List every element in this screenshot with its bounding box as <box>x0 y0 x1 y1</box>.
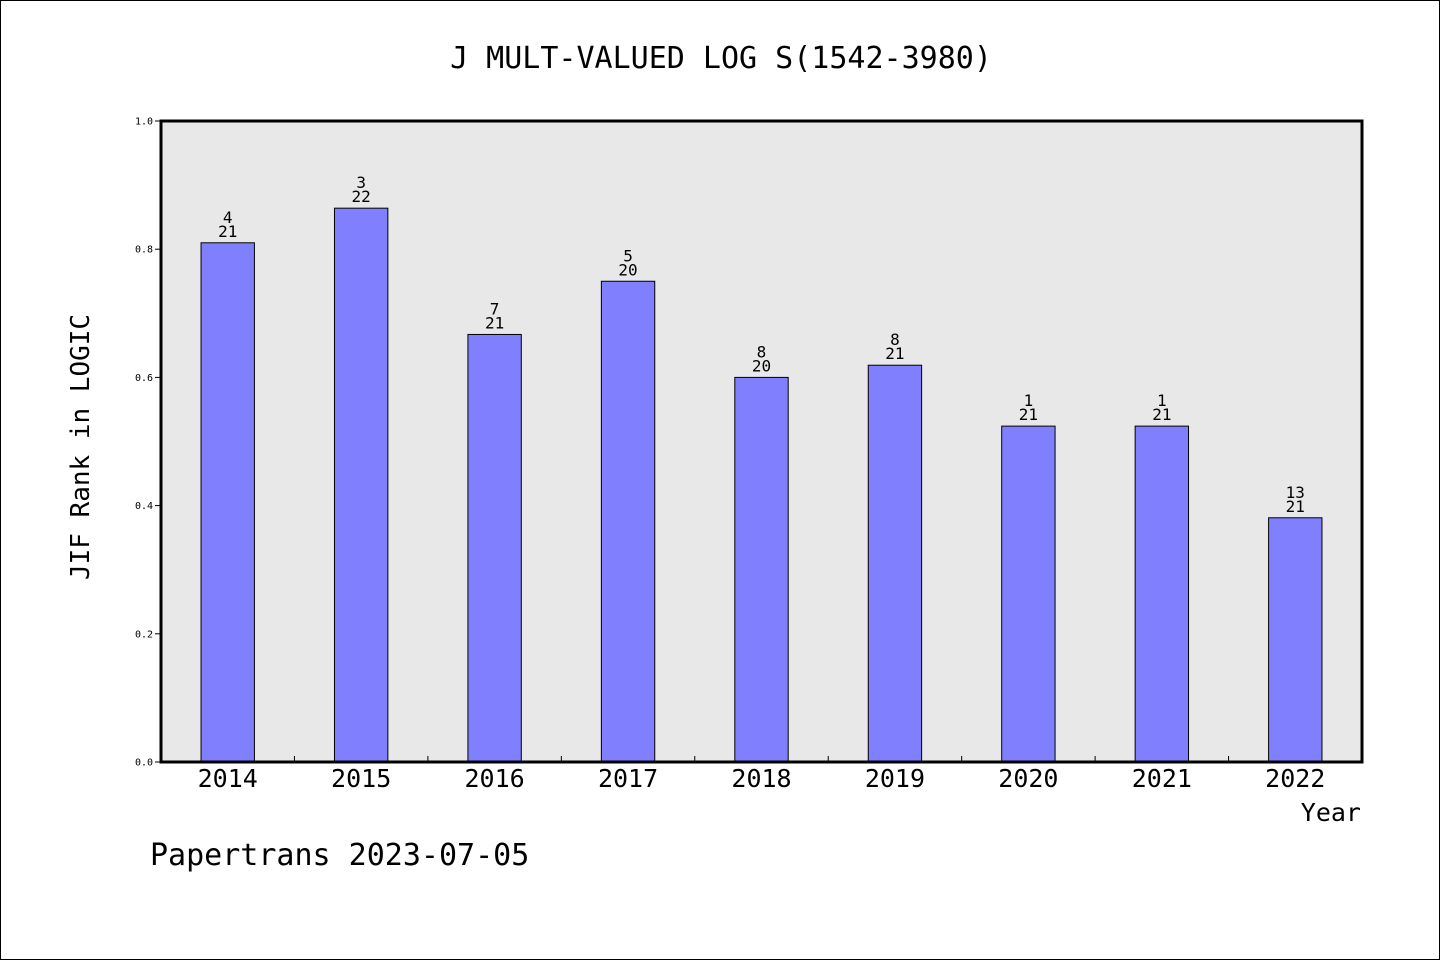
bar-rank-label: 3 <box>356 173 366 192</box>
footer-text: Papertrans 2023-07-05 <box>150 838 529 873</box>
bar-total-label: 21 <box>485 313 504 332</box>
chart-title: J MULT-VALUED LOG S(1542-3980) <box>450 41 992 76</box>
y-tick-label: 0.4 <box>135 501 153 512</box>
x-tick-label: 2020 <box>998 764 1058 793</box>
bar-2018 <box>734 376 789 763</box>
bars <box>200 207 1323 763</box>
bar-total-label: 21 <box>885 344 904 363</box>
bar-2020 <box>1001 425 1056 763</box>
bar-2014 <box>200 242 255 763</box>
y-tick-label: 1.0 <box>135 117 153 128</box>
x-tick-label: 2016 <box>465 764 525 793</box>
y-tick-label: 0.6 <box>135 373 153 384</box>
x-axis-label: Year <box>1301 798 1361 827</box>
x-axis-ticks: 2014 2015 2016 2017 2018 2019 2020 2021 2022 <box>198 756 1325 793</box>
bar-rank-label: 8 <box>757 342 767 361</box>
x-tick-label: 2021 <box>1132 764 1192 793</box>
bar-2016 <box>467 333 522 763</box>
bar-rank-label: 8 <box>890 330 900 349</box>
bar-rank-label: 1 <box>1024 391 1034 410</box>
bar-rank-label: 5 <box>623 246 633 265</box>
bar-rank-label: 1 <box>1157 391 1167 410</box>
bar-total-label: 21 <box>1152 405 1171 424</box>
plot-border <box>159 119 1364 764</box>
bar-2015 <box>333 207 389 763</box>
x-tick-label: 2017 <box>598 764 658 793</box>
y-tick-label: 0.8 <box>135 245 153 256</box>
bar-2019 <box>867 364 923 763</box>
x-tick-label: 2018 <box>731 764 791 793</box>
bar-rank-label: 7 <box>490 299 500 318</box>
bar-total-label: 20 <box>618 260 637 279</box>
bar-2022 <box>1268 517 1323 763</box>
bar-total-label: 22 <box>352 187 371 206</box>
bar-rank-label: 13 <box>1286 483 1305 502</box>
y-axis-label: JIF Rank in LOGIC <box>66 314 96 580</box>
x-tick-label: 2022 <box>1265 764 1325 793</box>
bar-rank-label: 4 <box>223 208 233 227</box>
x-tick-label: 2014 <box>198 764 258 793</box>
y-tick-label: 0.2 <box>135 629 153 640</box>
y-tick-label: 0.0 <box>135 758 153 769</box>
x-tick-label: 2019 <box>865 764 925 793</box>
bar-total-label: 21 <box>218 222 237 241</box>
x-tick-label: 2015 <box>331 764 391 793</box>
bar-total-label: 20 <box>752 356 771 375</box>
bar-2017 <box>600 280 656 763</box>
y-axis-ticks: 0.0 0.2 0.4 0.6 0.8 1.0 <box>135 117 161 769</box>
bar-total-label: 21 <box>1286 497 1305 516</box>
bar-total-label: 21 <box>1019 405 1038 424</box>
bar-2021 <box>1134 425 1190 763</box>
